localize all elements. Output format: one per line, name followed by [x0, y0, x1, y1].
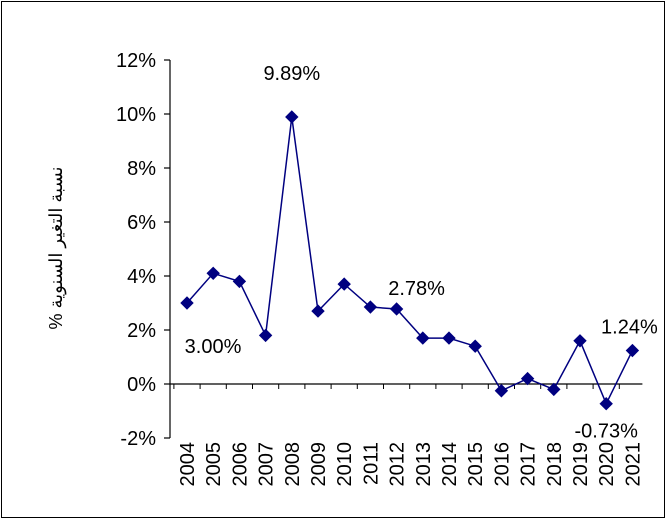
x-tick-label: 2004 — [177, 442, 199, 487]
x-tick-label: 2021 — [622, 442, 644, 487]
data-point-marker — [258, 328, 273, 343]
x-tick-label: 2008 — [282, 442, 304, 487]
data-label: 1.24% — [601, 317, 658, 339]
data-point-marker — [337, 277, 351, 291]
data-point-marker — [416, 331, 430, 345]
data-point-marker — [232, 274, 247, 289]
x-tick-label: 2012 — [387, 442, 409, 487]
y-axis-title: % نسبة التغير السنوية — [46, 166, 67, 329]
data-point-marker — [206, 266, 220, 281]
data-label: 2.78% — [388, 278, 445, 300]
x-tick-label: 2016 — [491, 442, 513, 487]
data-point-marker — [573, 334, 587, 348]
x-tick-label: 2005 — [203, 442, 225, 487]
data-point-marker — [311, 304, 325, 318]
data-point-marker — [285, 110, 299, 124]
y-tick-label: 4% — [127, 266, 156, 288]
x-tick-label: 2015 — [465, 442, 487, 487]
data-point-marker — [547, 382, 561, 397]
data-label: 3.00% — [185, 336, 242, 358]
data-point-marker — [625, 343, 640, 358]
data-point-marker — [468, 339, 482, 353]
x-tick-label: 2007 — [256, 442, 278, 487]
y-tick-label: 6% — [127, 212, 156, 234]
x-tick-label: 2006 — [229, 442, 251, 487]
data-point-marker — [494, 384, 509, 398]
x-tick-label: 2013 — [413, 442, 435, 487]
y-tick-label: 8% — [127, 158, 156, 180]
data-point-marker — [520, 371, 535, 386]
x-tick-label: 2010 — [334, 442, 356, 487]
data-point-marker — [599, 397, 613, 411]
x-tick-label: 2020 — [596, 442, 618, 487]
series-line — [186, 116, 634, 406]
data-label: -0.73% — [575, 421, 639, 443]
x-tick-label: 2018 — [544, 442, 566, 487]
data-point-marker — [180, 296, 194, 310]
x-tick-label: 2009 — [308, 442, 330, 487]
x-tick-label: 2019 — [570, 442, 592, 487]
data-point-marker — [442, 331, 456, 345]
data-point-marker — [363, 300, 378, 314]
x-tick-label: 2014 — [439, 442, 461, 487]
data-label: 9.89% — [263, 63, 320, 85]
y-tick-label: -2% — [120, 428, 156, 450]
x-tick-label: 2011 — [360, 442, 382, 485]
y-tick-label: 12% — [116, 50, 156, 72]
y-tick-label: 2% — [127, 320, 156, 342]
data-point-marker — [389, 302, 404, 316]
y-tick-label: 0% — [127, 374, 156, 396]
x-tick-label: 2017 — [518, 442, 540, 487]
y-tick-label: 10% — [116, 104, 156, 126]
